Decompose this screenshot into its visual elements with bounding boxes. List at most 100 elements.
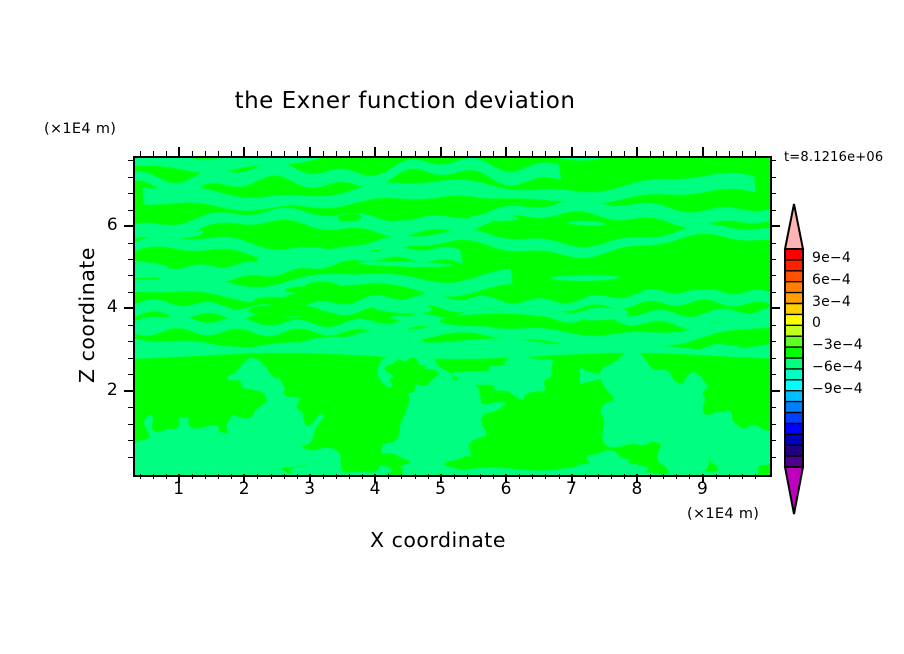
y-minor-tick: [128, 258, 133, 260]
y-minor-tick-right: [771, 291, 776, 293]
colorbar-band: [785, 445, 803, 457]
y-tick-label: 4: [106, 297, 118, 318]
x-minor-tick: [610, 474, 612, 479]
x-minor-tick-top: [218, 151, 220, 156]
x-minor-tick: [728, 474, 730, 479]
y-minor-tick: [128, 176, 133, 178]
x-tick-label: 1: [173, 479, 185, 499]
colorbar-tick-label: 0: [812, 315, 822, 332]
x-minor-tick: [283, 474, 285, 479]
x-minor-tick: [532, 474, 534, 479]
colorbar-tick-label: 6e−4: [812, 271, 851, 288]
x-major-tick-top: [701, 147, 704, 156]
x-minor-tick: [152, 474, 154, 479]
x-minor-tick: [322, 474, 324, 479]
y-minor-tick-right: [771, 423, 776, 425]
page-title: the Exner function deviation: [0, 88, 904, 114]
x-minor-tick-top: [139, 151, 141, 156]
x-major-tick-top: [439, 147, 442, 156]
x-minor-tick-top: [349, 151, 350, 156]
contour-plot-area[interactable]: [133, 156, 772, 477]
x-minor-tick-top: [519, 151, 521, 156]
x-minor-tick-top: [532, 151, 534, 156]
x-minor-tick: [715, 474, 717, 479]
y-minor-tick: [128, 308, 133, 310]
colorbar-band: [785, 358, 803, 370]
x-tick-label: 8: [631, 479, 643, 499]
x-tick-label: 2: [238, 479, 250, 499]
x-minor-tick-top: [335, 151, 337, 156]
x-minor-tick: [414, 474, 416, 479]
colorbar-overflow-high: [783, 203, 805, 250]
y-minor-tick-right: [771, 341, 776, 343]
x-minor-tick: [191, 474, 193, 479]
x-minor-tick: [257, 474, 259, 479]
x-minor-tick-top: [296, 151, 298, 156]
colorbar-overflow-low: [783, 466, 805, 515]
colorbar-band: [785, 379, 803, 392]
y-minor-tick: [128, 193, 133, 195]
y-minor-tick-right: [771, 275, 776, 277]
x-major-tick-top: [374, 147, 377, 156]
colorbar-band: [785, 270, 803, 283]
x-major-tick-top: [636, 147, 639, 156]
colorbar-graphic: [783, 203, 805, 515]
y-minor-tick: [128, 456, 133, 458]
x-minor-tick: [650, 474, 652, 479]
y-minor-tick: [128, 423, 133, 425]
x-minor-tick-top: [453, 151, 455, 156]
x-minor-tick: [584, 474, 586, 479]
colorbar-tick-label: −9e−4: [812, 380, 863, 397]
x-minor-tick: [349, 474, 350, 479]
y-minor-tick-right: [771, 209, 776, 211]
x-minor-tick-top: [584, 151, 586, 156]
colorbar-band: [785, 368, 803, 381]
colorbar-band: [785, 434, 803, 446]
x-tick-label: 7: [566, 479, 578, 499]
x-minor-tick-top: [689, 151, 691, 156]
colorbar-band: [785, 325, 803, 337]
y-minor-tick: [128, 160, 133, 162]
x-minor-tick: [663, 474, 665, 479]
colorbar-band: [785, 423, 803, 435]
colorbar-tick-label: 3e−4: [812, 293, 851, 310]
x-minor-tick: [362, 474, 364, 479]
x-minor-tick-top: [414, 151, 416, 156]
x-major-tick: [177, 474, 180, 483]
y-minor-tick-right: [771, 160, 776, 162]
x-major-tick: [701, 474, 704, 483]
colorbar-band: [785, 281, 803, 294]
x-minor-tick: [741, 474, 743, 479]
y-minor-tick-right: [771, 407, 776, 409]
x-minor-tick: [427, 474, 429, 479]
colorbar-tick-label: −3e−4: [812, 337, 863, 354]
x-major-tick: [505, 474, 508, 483]
colorbar-band: [785, 401, 803, 414]
y-axis-unit-label: (×1E4 m): [44, 121, 117, 137]
x-major-tick-top: [505, 147, 508, 156]
x-minor-tick: [480, 474, 481, 479]
x-minor-tick: [165, 474, 167, 479]
x-minor-tick-top: [480, 151, 481, 156]
time-annotation: t=8.1216e+06: [784, 150, 884, 165]
x-major-tick-top: [243, 147, 246, 156]
x-tick-label: 6: [500, 479, 512, 499]
x-minor-tick-top: [728, 151, 730, 156]
x-minor-tick-top: [610, 151, 612, 156]
colorbar-band: [785, 390, 803, 403]
y-minor-tick: [128, 440, 133, 442]
x-major-tick: [439, 474, 442, 483]
x-minor-tick-top: [715, 151, 717, 156]
x-minor-tick: [296, 474, 298, 479]
x-minor-tick: [270, 474, 272, 479]
colorbar[interactable]: [781, 203, 807, 515]
y-minor-tick-right: [771, 242, 776, 244]
y-minor-tick-right: [771, 456, 776, 458]
x-major-tick: [243, 474, 246, 483]
x-minor-tick: [335, 474, 337, 479]
x-tick-label: 5: [435, 479, 447, 499]
x-minor-tick-top: [191, 151, 193, 156]
x-axis-title: X coordinate: [370, 528, 506, 552]
x-major-tick-top: [177, 147, 180, 156]
